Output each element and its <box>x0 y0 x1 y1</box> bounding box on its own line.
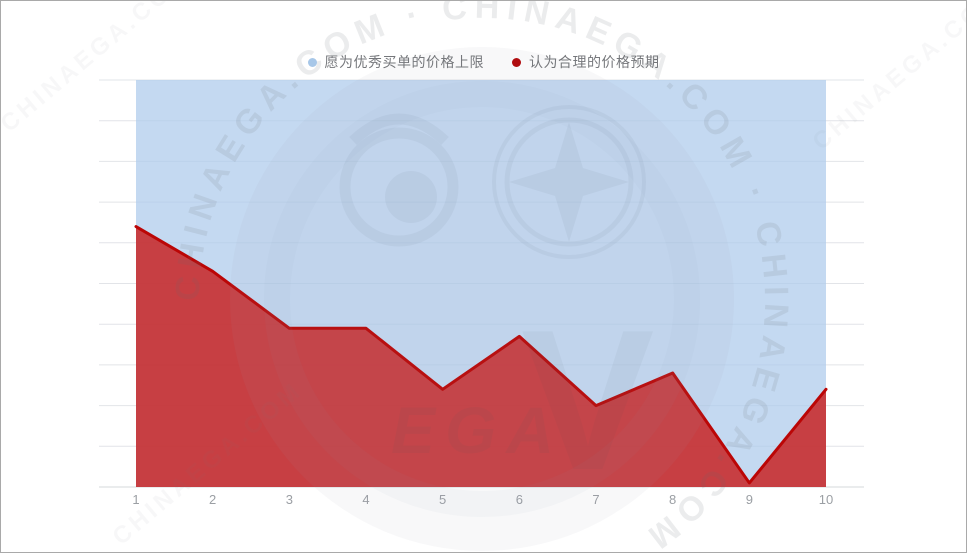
x-tick-label: 3 <box>286 492 293 507</box>
series-line-reasonable-expectation <box>134 225 828 485</box>
x-tick-label: 4 <box>362 492 369 507</box>
x-tick-label: 1 <box>132 492 139 507</box>
legend-marker-red-icon <box>512 57 521 67</box>
x-tick-label: 8 <box>669 492 676 507</box>
legend-marker-blue-icon <box>307 57 317 67</box>
x-tick-label: 10 <box>819 492 833 507</box>
x-tick-label: 9 <box>746 492 753 507</box>
x-tick-label: 2 <box>209 492 216 507</box>
legend-item-reasonable-expectation[interactable]: 认为合理的价格预期 <box>512 52 660 72</box>
x-tick-label: 5 <box>439 492 446 507</box>
series-area-reasonable-expectation <box>136 226 826 487</box>
legend-item-willing-ceiling[interactable]: 愿为优秀买单的价格上限 <box>307 52 485 72</box>
x-tick-label: 7 <box>592 492 599 507</box>
legend-label-willing-ceiling: 愿为优秀买单的价格上限 <box>324 54 484 70</box>
x-tick-label: 6 <box>516 492 523 507</box>
legend-label-reasonable-expectation: 认为合理的价格预期 <box>529 54 660 70</box>
chart-legend: 愿为优秀买单的价格上限 认为合理的价格预期 <box>1 49 966 75</box>
